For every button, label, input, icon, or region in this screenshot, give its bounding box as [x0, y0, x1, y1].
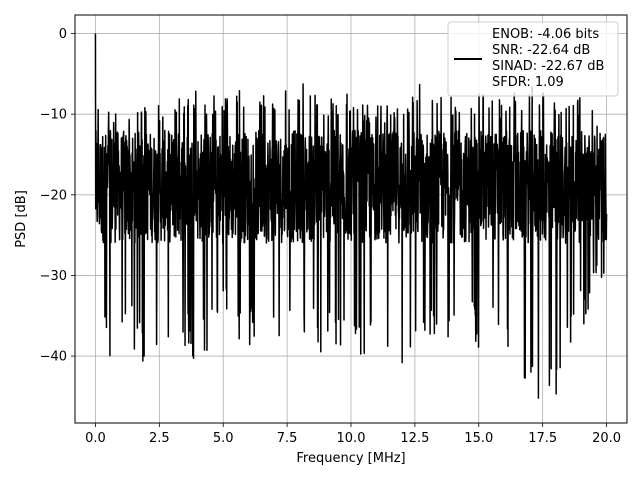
- x-tick-label: 5.0: [213, 431, 234, 446]
- legend-sfdr: SFDR: 1.09: [492, 75, 564, 90]
- x-axis-label: Frequency [MHz]: [296, 451, 405, 466]
- series-layer: [94, 33, 608, 399]
- x-tick-label: 15.0: [464, 431, 493, 446]
- psd-series-line: [94, 33, 608, 399]
- legend-sinad: SINAD: -22.67 dB: [492, 59, 604, 74]
- x-ticks: 0.0 2.5 5.0 7.5 10.0 12.5 15.0 17.5 20.0: [85, 423, 621, 446]
- x-tick-label: 20.0: [592, 431, 621, 446]
- y-tick-label: −20: [40, 188, 67, 203]
- y-tick-label: 0: [59, 27, 67, 42]
- x-tick-label: 0.0: [85, 431, 106, 446]
- x-tick-label: 7.5: [277, 431, 298, 446]
- y-tick-label: −10: [40, 108, 67, 123]
- y-axis-label: PSD [dB]: [14, 190, 29, 248]
- y-tick-label: −40: [40, 350, 67, 365]
- legend: ENOB: -4.06 bits SNR: -22.64 dB SINAD: -…: [447, 21, 619, 97]
- legend-enob: ENOB: -4.06 bits: [492, 27, 599, 42]
- x-tick-label: 2.5: [149, 431, 170, 446]
- legend-snr: SNR: -22.64 dB: [492, 43, 590, 58]
- y-ticks: 0 −10 −20 −30 −40: [40, 27, 75, 365]
- x-tick-label: 10.0: [337, 431, 366, 446]
- x-tick-label: 17.5: [528, 431, 557, 446]
- x-tick-label: 12.5: [400, 431, 429, 446]
- legend-box: [447, 21, 619, 97]
- y-tick-label: −30: [40, 269, 67, 284]
